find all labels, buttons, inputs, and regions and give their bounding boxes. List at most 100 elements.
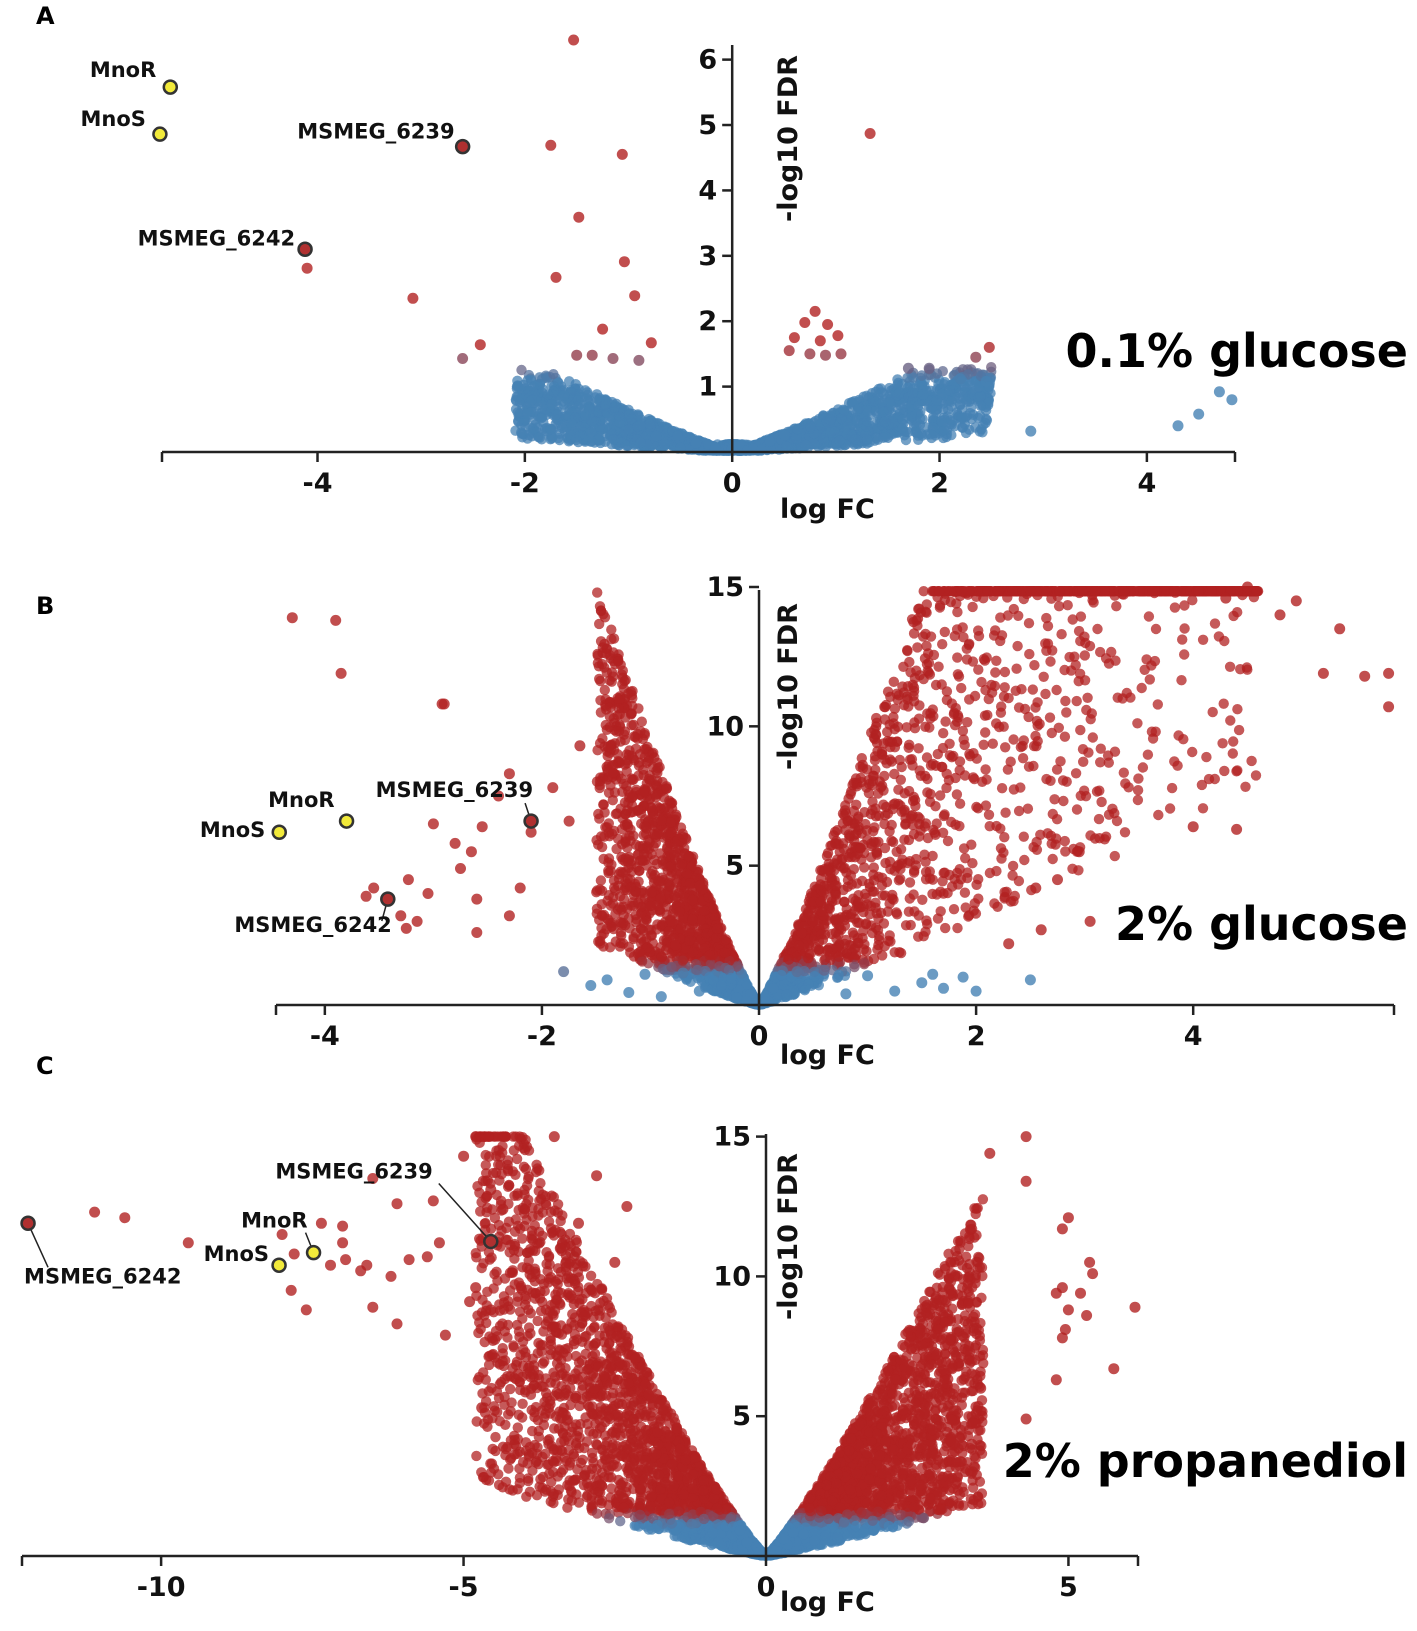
data-point: [407, 292, 419, 304]
data-point: [516, 427, 527, 438]
data-point: [937, 639, 948, 650]
data-point: [1087, 595, 1098, 606]
y-tick-label: 6: [698, 45, 717, 76]
data-point: [1045, 656, 1056, 667]
data-point: [546, 399, 557, 410]
data-point: [904, 893, 915, 904]
gene-label: MnoS: [81, 107, 146, 131]
data-point: [879, 770, 890, 782]
data-point: [891, 846, 902, 857]
data-point: [949, 707, 960, 718]
data-point: [809, 305, 821, 317]
data-point: [878, 388, 889, 399]
data-point: [781, 441, 792, 452]
data-point: [573, 211, 585, 223]
data-point: [876, 397, 888, 408]
data-point: [956, 682, 967, 694]
data-point: [824, 414, 836, 425]
data-point: [1059, 731, 1071, 742]
data-point: [1029, 660, 1040, 671]
data-point: [516, 364, 527, 376]
data-point: [961, 396, 972, 407]
data-point: [1226, 394, 1238, 406]
data-point: [573, 395, 584, 406]
data-point: [1166, 782, 1178, 794]
data-point: [887, 416, 898, 428]
data-point: [1228, 736, 1239, 747]
condition-label: 0.1% glucose: [1066, 324, 1408, 378]
data-point: [644, 418, 655, 430]
data-point: [512, 407, 523, 418]
data-point: [835, 348, 847, 360]
data-point: [570, 434, 582, 446]
x-tick-label: 4: [1137, 468, 1156, 499]
data-point: [957, 422, 968, 433]
data-point: [1225, 715, 1236, 726]
data-point: [1067, 614, 1078, 625]
data-point: [822, 319, 834, 330]
data-point: [1045, 775, 1056, 786]
data-point: [913, 400, 924, 412]
data-point: [1123, 782, 1134, 793]
data-point: [1232, 704, 1243, 715]
data-point: [528, 381, 539, 392]
data-point: [616, 148, 628, 160]
data-point: [954, 373, 966, 385]
data-point: [932, 748, 943, 760]
data-point: [1013, 610, 1024, 621]
data-point: [939, 424, 950, 436]
data-point: [977, 427, 988, 438]
data-point: [839, 405, 850, 416]
data-point: [897, 414, 909, 425]
data-point: [1193, 408, 1205, 420]
gene-marker: [152, 126, 168, 142]
data-point: [886, 835, 897, 846]
data-point: [623, 424, 634, 435]
data-point: [792, 423, 803, 435]
data-point: [1118, 767, 1130, 778]
data-point: [923, 362, 935, 374]
data-point: [608, 434, 619, 445]
data-point: [853, 403, 864, 414]
data-point: [629, 290, 641, 302]
data-point: [878, 432, 889, 443]
data-point: [912, 642, 923, 653]
data-point: [1060, 846, 1071, 857]
data-point: [904, 877, 916, 888]
data-point: [952, 652, 963, 663]
data-point: [659, 438, 670, 450]
data-point: [1000, 807, 1011, 818]
gene-marker: [297, 241, 313, 258]
data-point: [609, 402, 620, 413]
data-point: [987, 738, 998, 749]
data-point: [907, 387, 918, 398]
data-point: [991, 655, 1002, 666]
data-point: [799, 317, 811, 328]
data-point: [862, 416, 873, 427]
data-point: [902, 372, 913, 383]
gene-label: MnoR: [90, 58, 156, 82]
data-point: [1227, 748, 1239, 759]
data-point: [805, 421, 816, 432]
data-point: [1024, 648, 1035, 660]
data-point: [936, 415, 947, 427]
data-point: [606, 624, 617, 635]
data-point: [1025, 425, 1037, 437]
data-point: [1044, 712, 1056, 723]
x-tick-label: 2: [930, 468, 949, 499]
data-point: [868, 862, 879, 873]
data-point: [568, 34, 580, 46]
data-point: [957, 412, 968, 424]
gene-label: MSMEG_6239: [297, 120, 454, 144]
data-point: [1125, 692, 1136, 703]
data-point: [832, 330, 844, 342]
data-point: [1017, 753, 1029, 764]
x-axis-title: log FC: [780, 494, 875, 525]
data-point: [931, 395, 943, 406]
data-point: [593, 808, 604, 820]
data-point: [558, 390, 570, 401]
data-point: [301, 262, 313, 274]
